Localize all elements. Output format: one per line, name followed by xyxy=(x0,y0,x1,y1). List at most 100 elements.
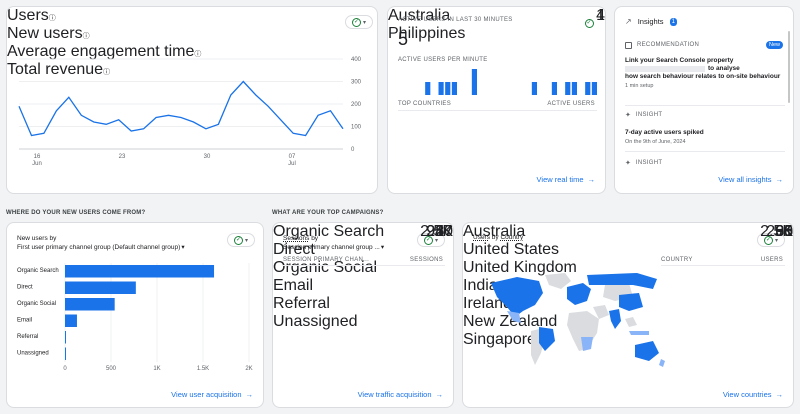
compare-button[interactable]: ✓ ▾ xyxy=(345,15,373,29)
country-name: Philippines xyxy=(388,25,466,42)
insights-card: ↗ Insights 1 RECOMMENDATION New Link you… xyxy=(614,6,794,194)
row-name: Referral xyxy=(273,295,330,312)
view-realtime-link[interactable]: View real time → xyxy=(537,175,595,184)
top-countries-header: TOP COUNTRIES xyxy=(398,101,452,107)
map-russia xyxy=(587,273,657,289)
realtime-value: 5 xyxy=(398,29,409,49)
category-label: Organic Search xyxy=(17,268,59,274)
recommendation-line2-text: to analyse xyxy=(708,65,740,72)
view-user-acquisition-link[interactable]: View user acquisition → xyxy=(171,390,253,399)
per-minute-bar[interactable] xyxy=(451,82,457,95)
view-all-insights-link[interactable]: View all insights → xyxy=(718,175,783,184)
country-value: 4 xyxy=(596,7,605,24)
per-minute-bar[interactable] xyxy=(445,82,451,95)
true: Usersⓘ xyxy=(7,7,377,25)
view-traffic-acquisition-label: View traffic acquisition xyxy=(357,390,432,399)
check-icon: ✓ xyxy=(233,235,243,245)
row-value: 987 xyxy=(426,223,453,240)
x-tick-label: 1K xyxy=(153,366,160,372)
country-metric[interactable]: Users xyxy=(473,234,490,241)
acquisition-bar[interactable] xyxy=(65,298,115,311)
map-se-asia xyxy=(625,317,637,327)
per-minute-bar[interactable] xyxy=(591,82,597,95)
header-divider xyxy=(283,265,445,266)
country-title: Users by Country xyxy=(473,234,523,241)
false: New usersⓘ xyxy=(7,25,377,43)
y-tick-label: 300 xyxy=(351,80,362,86)
row-value: 47 xyxy=(435,223,453,240)
y-tick-label: 400 xyxy=(351,57,362,63)
chevron-down-icon: ▾ xyxy=(181,244,185,251)
per-minute-bar[interactable] xyxy=(585,82,591,95)
section-title-new-users: WHERE DO YOUR NEW USERS COME FROM? xyxy=(6,210,146,216)
per-minute-bar[interactable] xyxy=(565,82,571,95)
map-greenland xyxy=(545,273,571,289)
insight-item-2[interactable]: ✦ INSIGHT xyxy=(625,159,662,167)
row-value: 38 xyxy=(775,223,793,240)
per-minute-bar[interactable] xyxy=(571,82,577,95)
acquisition-dimension[interactable]: First user primary channel group (Defaul… xyxy=(17,243,185,252)
insight-tag: INSIGHT xyxy=(635,160,663,166)
traffic-dimension[interactable]: Session primary channel group ... ▾ xyxy=(283,243,384,252)
x-tick-label: 0 xyxy=(63,366,67,372)
acquisition-bar[interactable] xyxy=(65,281,136,295)
check-icon: ✓ xyxy=(584,18,594,28)
acquisition-bar[interactable] xyxy=(65,347,66,361)
metric-label-text: Users xyxy=(7,7,49,24)
per-minute-bar[interactable] xyxy=(531,82,537,95)
insights-scrollbar[interactable] xyxy=(788,31,790,103)
compare-button[interactable]: ✓ ▾ xyxy=(227,233,255,247)
check-icon: ✓ xyxy=(351,17,361,27)
acquisition-dimension-label: First user primary channel group (Defaul… xyxy=(17,244,181,251)
insight-title: 7-day active users spiked xyxy=(625,129,704,136)
acquisition-bar[interactable] xyxy=(65,314,77,328)
insight-item-1[interactable]: ✦ INSIGHT 7-day active users spiked On t… xyxy=(625,111,783,145)
row-name: Unassigned xyxy=(273,313,358,330)
view-countries-link[interactable]: View countries → xyxy=(723,390,783,399)
compare-button[interactable]: ✓ ▾ xyxy=(417,233,445,247)
traffic-col2-header: SESSIONS xyxy=(409,257,443,263)
map-china xyxy=(619,293,643,311)
per-minute-bar[interactable] xyxy=(471,69,477,95)
metric-label-text: New users xyxy=(7,25,83,42)
per-minute-bar[interactable] xyxy=(438,82,444,95)
view-traffic-acquisition-link[interactable]: View traffic acquisition → xyxy=(358,390,443,399)
map-north-america xyxy=(491,277,543,317)
category-label: Direct xyxy=(17,285,33,291)
y-tick-label: 200 xyxy=(351,102,362,108)
realtime-country-list: Australia 4 Philippines 1 xyxy=(388,7,605,43)
compare-button[interactable]: ✓ ▾ xyxy=(757,233,785,247)
row-value: 61 xyxy=(775,223,793,240)
acquisition-bar[interactable] xyxy=(65,265,215,278)
x-tick-label: 2K xyxy=(245,366,252,372)
acquisition-bar[interactable] xyxy=(65,331,66,344)
realtime-title: ACTIVE USERS IN LAST 30 MINUTES xyxy=(398,17,513,23)
true: Organic Search 2.5K xyxy=(273,223,453,241)
true: United Kingdom 90 xyxy=(463,223,793,277)
true: Direct 987 xyxy=(273,223,453,259)
info-icon: ⓘ xyxy=(103,69,111,76)
country-dimension[interactable]: Country xyxy=(500,234,524,241)
info-icon: ⓘ xyxy=(82,33,90,40)
info-icon: ⓘ xyxy=(194,51,202,58)
insights-title: Insights xyxy=(637,17,664,26)
world-map[interactable] xyxy=(487,267,667,377)
per-minute-bar[interactable] xyxy=(425,82,431,95)
y-tick-label: 0 xyxy=(351,147,355,153)
chevron-down-icon: ▾ xyxy=(362,19,366,26)
row-name: Email xyxy=(273,277,314,294)
map-australia xyxy=(635,341,659,361)
realtime-status-button[interactable]: ✓ xyxy=(582,16,596,30)
row-name: Direct xyxy=(273,241,315,258)
recommendation-title: Link your Search Console property xyxy=(625,57,734,64)
per-minute-bar[interactable] xyxy=(551,82,557,95)
traffic-metric[interactable]: Sessions xyxy=(283,235,310,242)
active-users-header: ACTIVE USERS xyxy=(547,101,595,107)
true: Unassigned 47 xyxy=(273,223,453,331)
overview-card: Usersⓘ New usersⓘ Average engagement timeⓘ… xyxy=(6,6,378,194)
insight-recommendation[interactable]: RECOMMENDATION New Link your Search Cons… xyxy=(625,41,783,89)
metrics-row: Usersⓘ New usersⓘ Average engagement timeⓘ… xyxy=(7,7,377,79)
country-col2-header: USERS xyxy=(760,257,783,263)
country-by: by xyxy=(491,234,499,241)
